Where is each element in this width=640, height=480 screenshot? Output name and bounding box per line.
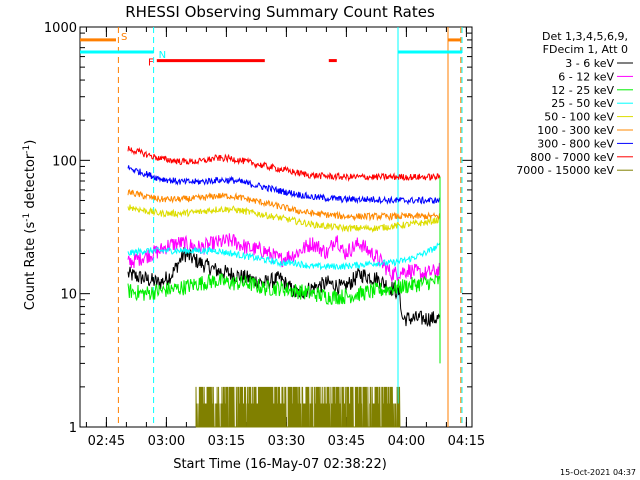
y-axis-label-sup1: -1 [22, 213, 32, 222]
marker-label: F [148, 58, 154, 69]
chart-title: RHESSI Observing Summary Count Rates [125, 3, 435, 21]
legend-label: 50 - 100 keV [544, 111, 614, 124]
y-axis-label-end: ) [23, 140, 38, 145]
legend-label: 12 - 25 keV [551, 84, 614, 97]
y-tick-label: 100 [52, 154, 77, 169]
legend-label: 800 - 7000 keV [530, 151, 614, 164]
x-tick-label: 04:00 [388, 434, 425, 449]
x-tick-label: 03:00 [148, 434, 185, 449]
legend-label: 7000 - 15000 keV [516, 164, 614, 177]
legend-label: 300 - 800 keV [537, 137, 614, 150]
x-tick-label: 02:45 [88, 434, 125, 449]
legend-header-line1: Det 1,3,4,5,6,9, [542, 30, 628, 43]
series-line [127, 233, 441, 282]
x-tick-label: 04:15 [448, 434, 485, 449]
series-line [127, 273, 441, 305]
x-tick-label: 03:15 [208, 434, 245, 449]
series-line [127, 189, 441, 222]
series-line [127, 204, 441, 233]
marker-label: S [121, 32, 127, 43]
series-line [127, 242, 441, 271]
y-tick-label: 10 [60, 288, 77, 303]
series-line [195, 386, 401, 428]
x-tick-label: 03:45 [328, 434, 365, 449]
legend-label: 25 - 50 keV [551, 97, 614, 110]
legend-label: 3 - 6 keV [565, 57, 614, 70]
legend-label: 100 - 300 keV [537, 124, 614, 137]
x-axis-label: Start Time (16-May-07 02:38:22) [173, 457, 387, 472]
y-tick-label: 1 [69, 421, 77, 436]
series-line [127, 145, 441, 183]
footer-timestamp: 15-Oct-2021 04:37 [560, 468, 636, 477]
legend-header-line2: FDecim 1, Att 0 [543, 43, 628, 56]
y-axis-label-main: Count Rate (s [23, 222, 38, 311]
y-tick-label: 1000 [44, 21, 77, 36]
legend-label: 6 - 12 keV [558, 70, 614, 83]
x-tick-label: 03:30 [268, 434, 305, 449]
series-line [127, 165, 441, 206]
y-axis-label-sup2: -1 [22, 145, 32, 154]
y-axis-label-mid: detector [23, 153, 38, 213]
y-axis-label: Count Rate (s-1 detector-1) [22, 140, 38, 311]
marker-label: N [159, 50, 166, 61]
plot-area: 1 10 100 1000 02:45 03:00 03:15 03:30 03:45 04:00… [44, 21, 485, 449]
